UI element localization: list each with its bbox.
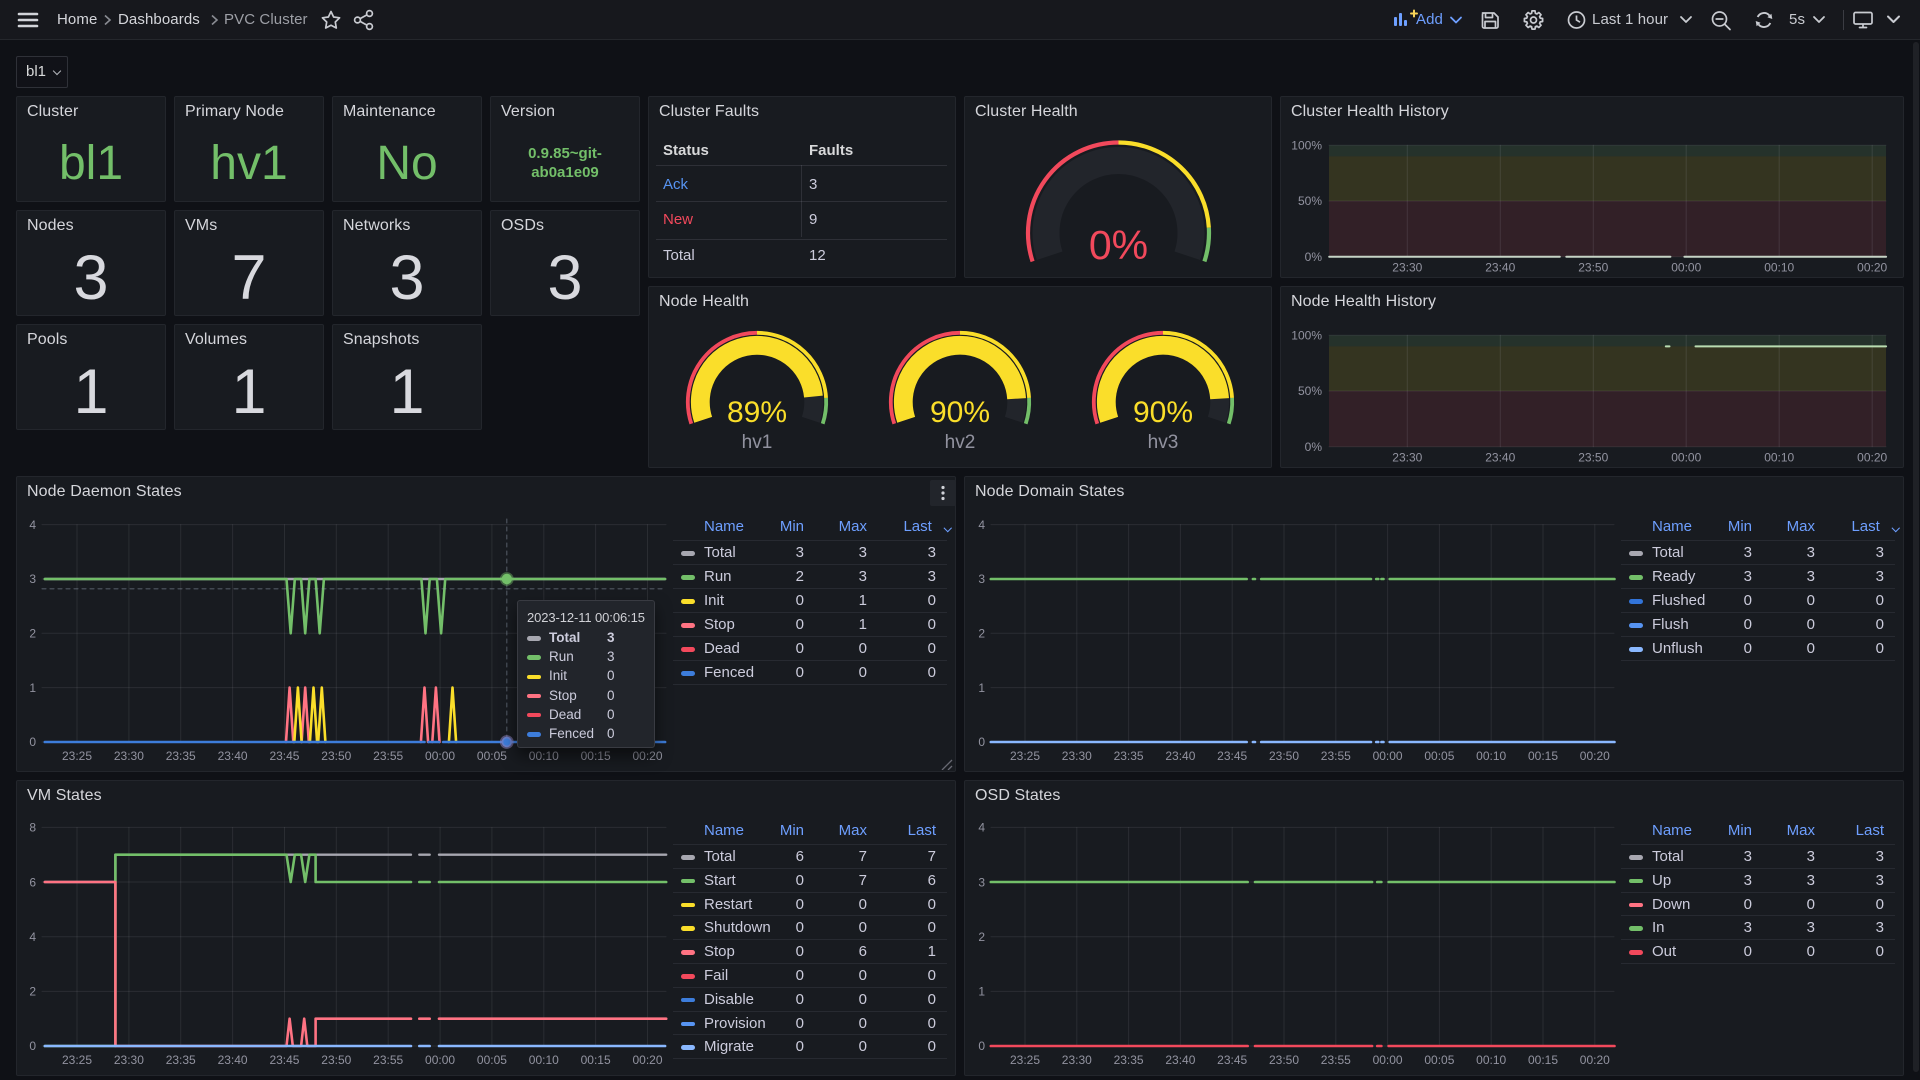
svg-text:23:30: 23:30 bbox=[114, 1053, 144, 1067]
svg-text:2: 2 bbox=[978, 627, 985, 641]
svg-text:00:20: 00:20 bbox=[632, 749, 662, 763]
svg-text:00:10: 00:10 bbox=[529, 1053, 559, 1067]
svg-text:6: 6 bbox=[29, 875, 36, 889]
svg-text:hv2: hv2 bbox=[945, 432, 976, 453]
svg-text:2: 2 bbox=[29, 627, 36, 641]
svg-text:4: 4 bbox=[29, 518, 36, 532]
svg-text:00:00: 00:00 bbox=[1373, 749, 1403, 763]
svg-text:0%: 0% bbox=[1305, 250, 1323, 264]
svg-text:23:40: 23:40 bbox=[1165, 1053, 1195, 1067]
svg-text:3: 3 bbox=[29, 572, 36, 586]
svg-text:00:05: 00:05 bbox=[477, 749, 507, 763]
svg-text:23:55: 23:55 bbox=[373, 1053, 403, 1067]
svg-text:0: 0 bbox=[978, 735, 985, 749]
svg-text:00:10: 00:10 bbox=[1764, 260, 1794, 274]
svg-text:23:55: 23:55 bbox=[373, 749, 403, 763]
svg-text:0%: 0% bbox=[1089, 222, 1148, 268]
svg-text:23:50: 23:50 bbox=[1269, 1053, 1299, 1067]
svg-text:23:50: 23:50 bbox=[321, 1053, 351, 1067]
svg-text:00:15: 00:15 bbox=[581, 749, 611, 763]
svg-text:00:15: 00:15 bbox=[1528, 1053, 1558, 1067]
svg-text:23:40: 23:40 bbox=[1485, 260, 1515, 274]
svg-text:8: 8 bbox=[29, 821, 36, 835]
svg-text:23:35: 23:35 bbox=[1114, 749, 1144, 763]
svg-text:hv3: hv3 bbox=[1148, 432, 1179, 453]
svg-text:00:20: 00:20 bbox=[1857, 450, 1887, 464]
svg-text:1: 1 bbox=[978, 985, 985, 999]
svg-text:00:00: 00:00 bbox=[425, 1053, 455, 1067]
svg-text:2: 2 bbox=[29, 985, 36, 999]
svg-text:23:55: 23:55 bbox=[1321, 749, 1351, 763]
svg-text:1: 1 bbox=[29, 681, 36, 695]
svg-text:100%: 100% bbox=[1291, 328, 1322, 342]
svg-text:23:35: 23:35 bbox=[166, 749, 196, 763]
svg-text:23:30: 23:30 bbox=[1392, 260, 1422, 274]
svg-text:23:50: 23:50 bbox=[321, 749, 351, 763]
svg-text:00:10: 00:10 bbox=[1476, 1053, 1506, 1067]
svg-text:23:25: 23:25 bbox=[1010, 749, 1040, 763]
svg-text:23:30: 23:30 bbox=[1062, 749, 1092, 763]
svg-text:0: 0 bbox=[29, 1039, 36, 1053]
svg-text:hv1: hv1 bbox=[742, 432, 773, 453]
svg-text:23:40: 23:40 bbox=[1165, 749, 1195, 763]
svg-text:00:05: 00:05 bbox=[1424, 1053, 1454, 1067]
svg-text:00:20: 00:20 bbox=[1580, 749, 1610, 763]
svg-text:00:20: 00:20 bbox=[632, 1053, 662, 1067]
svg-text:00:10: 00:10 bbox=[1764, 450, 1794, 464]
svg-text:50%: 50% bbox=[1298, 194, 1322, 208]
svg-text:23:35: 23:35 bbox=[1114, 1053, 1144, 1067]
svg-text:00:20: 00:20 bbox=[1857, 260, 1887, 274]
svg-text:00:00: 00:00 bbox=[1671, 450, 1701, 464]
svg-text:23:30: 23:30 bbox=[1062, 1053, 1092, 1067]
svg-text:23:25: 23:25 bbox=[62, 749, 92, 763]
svg-text:00:15: 00:15 bbox=[1528, 749, 1558, 763]
svg-text:23:50: 23:50 bbox=[1578, 260, 1608, 274]
svg-text:90%: 90% bbox=[1133, 396, 1193, 429]
svg-text:00:00: 00:00 bbox=[1373, 1053, 1403, 1067]
svg-text:1: 1 bbox=[978, 681, 985, 695]
svg-text:23:50: 23:50 bbox=[1578, 450, 1608, 464]
svg-text:4: 4 bbox=[29, 930, 36, 944]
svg-text:00:00: 00:00 bbox=[1671, 260, 1701, 274]
svg-text:00:00: 00:00 bbox=[425, 749, 455, 763]
svg-text:3: 3 bbox=[978, 875, 985, 889]
svg-text:4: 4 bbox=[978, 821, 985, 835]
svg-text:0: 0 bbox=[29, 735, 36, 749]
svg-text:23:55: 23:55 bbox=[1321, 1053, 1351, 1067]
svg-text:90%: 90% bbox=[930, 396, 990, 429]
svg-text:23:40: 23:40 bbox=[218, 1053, 248, 1067]
svg-text:00:10: 00:10 bbox=[529, 749, 559, 763]
svg-text:23:40: 23:40 bbox=[218, 749, 248, 763]
svg-text:23:35: 23:35 bbox=[166, 1053, 196, 1067]
svg-text:23:45: 23:45 bbox=[269, 749, 299, 763]
svg-text:00:15: 00:15 bbox=[581, 1053, 611, 1067]
svg-text:3: 3 bbox=[978, 572, 985, 586]
svg-text:23:50: 23:50 bbox=[1269, 749, 1299, 763]
svg-text:0: 0 bbox=[978, 1039, 985, 1053]
svg-text:00:05: 00:05 bbox=[1424, 749, 1454, 763]
svg-text:23:30: 23:30 bbox=[1392, 450, 1422, 464]
svg-text:23:40: 23:40 bbox=[1485, 450, 1515, 464]
svg-text:00:20: 00:20 bbox=[1580, 1053, 1610, 1067]
svg-text:00:05: 00:05 bbox=[477, 1053, 507, 1067]
svg-text:23:30: 23:30 bbox=[114, 749, 144, 763]
svg-text:23:25: 23:25 bbox=[62, 1053, 92, 1067]
svg-text:23:25: 23:25 bbox=[1010, 1053, 1040, 1067]
svg-text:4: 4 bbox=[978, 518, 985, 532]
svg-text:23:45: 23:45 bbox=[1217, 749, 1247, 763]
svg-text:100%: 100% bbox=[1291, 138, 1322, 152]
svg-text:89%: 89% bbox=[727, 396, 787, 429]
svg-text:0%: 0% bbox=[1305, 440, 1323, 454]
svg-text:23:45: 23:45 bbox=[1217, 1053, 1247, 1067]
svg-text:50%: 50% bbox=[1298, 384, 1322, 398]
svg-text:2: 2 bbox=[978, 930, 985, 944]
svg-text:00:10: 00:10 bbox=[1476, 749, 1506, 763]
svg-text:23:45: 23:45 bbox=[269, 1053, 299, 1067]
